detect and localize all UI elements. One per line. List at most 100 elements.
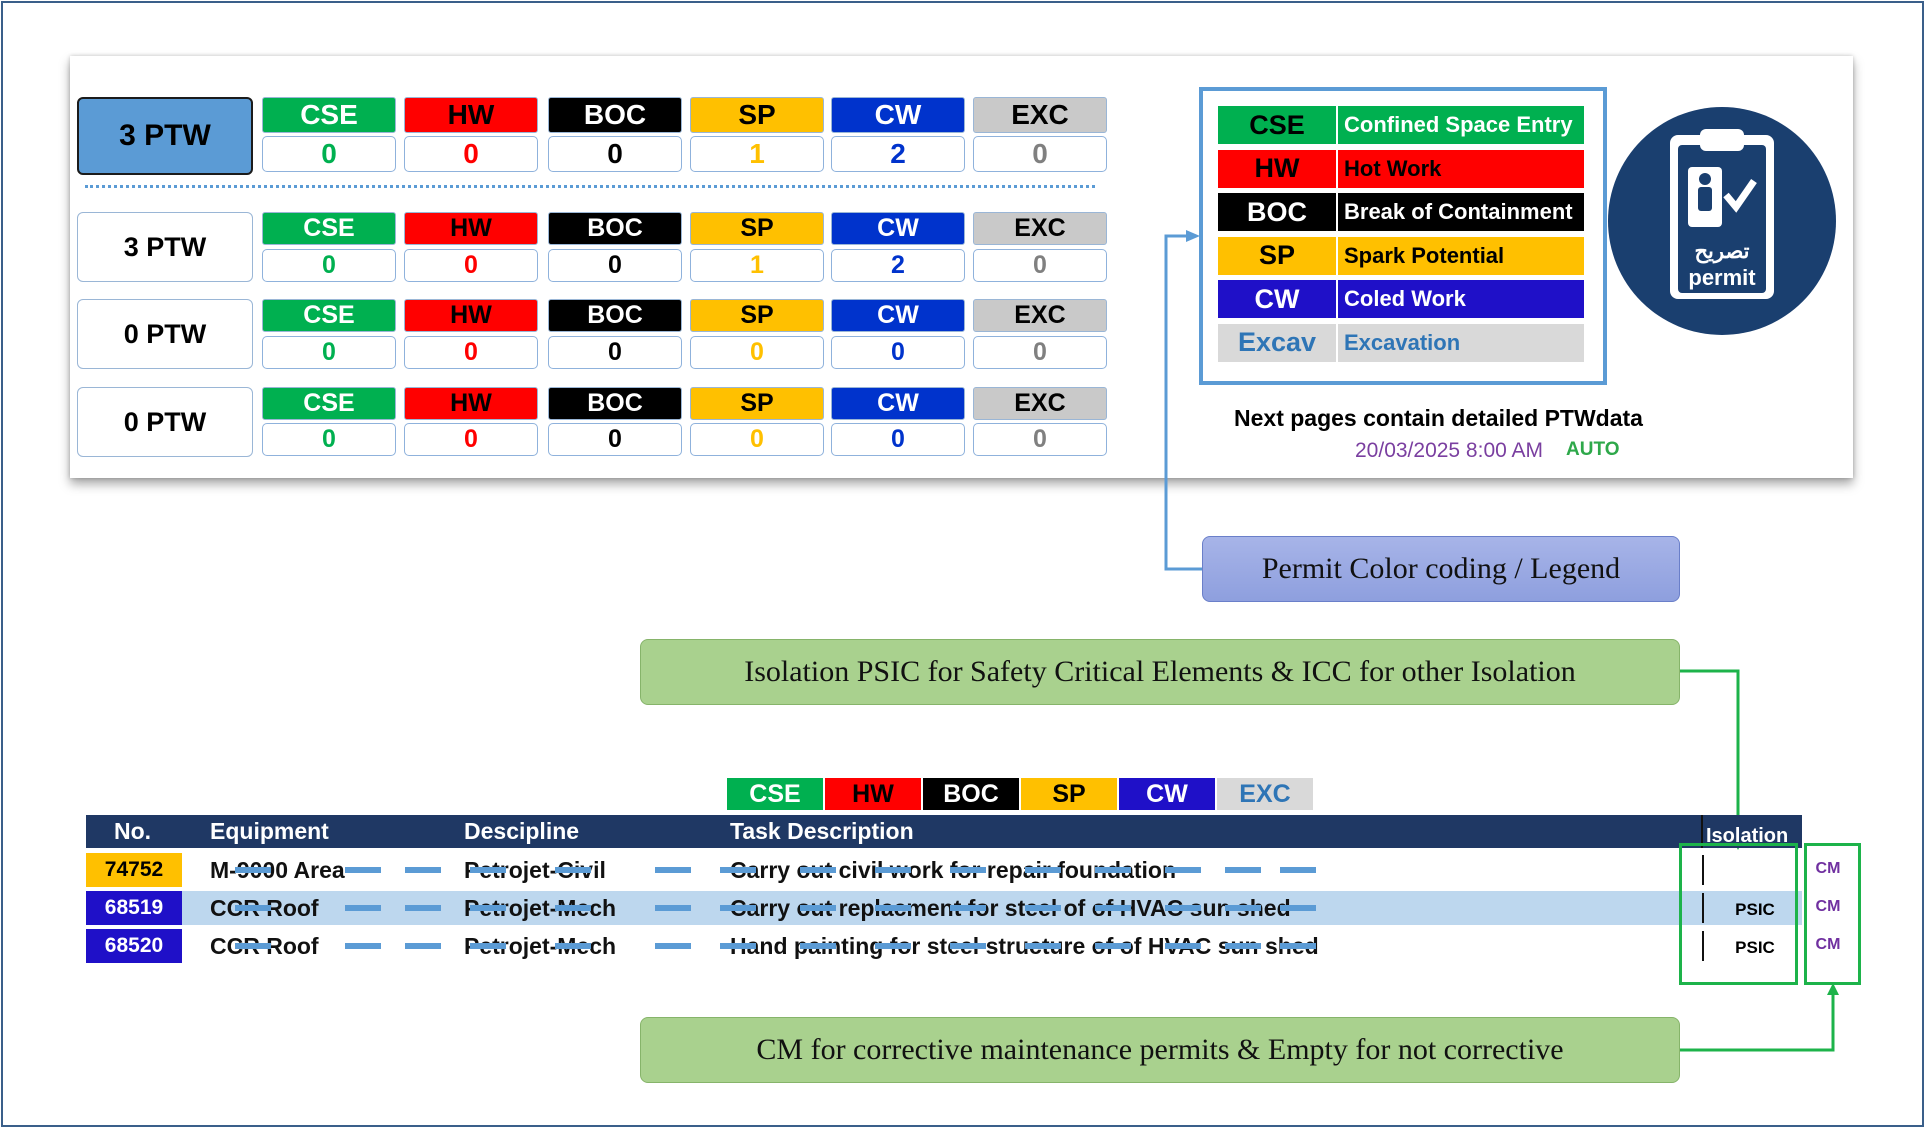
redaction-dash (1225, 943, 1261, 949)
legend-code: BOC (1217, 192, 1337, 232)
redaction-dash (1280, 867, 1316, 873)
permit-count-cse: 0 (262, 249, 396, 282)
permit-type-label-hw: HW (404, 387, 538, 420)
permit-count-boc: 0 (548, 136, 682, 172)
permit-count-exc: 0 (973, 249, 1107, 282)
report-datetime: 20/03/2025 8:00 AM (1355, 439, 1543, 462)
redaction-dash (1095, 905, 1131, 911)
redaction-dash (655, 905, 691, 911)
legend-name: Spark Potential (1337, 235, 1585, 276)
permit-type-label-cw: CW (831, 387, 965, 420)
permit-type-label-cse: CSE (262, 299, 396, 332)
ptw-count-box[interactable]: 3 PTW (77, 212, 253, 282)
permit-type-label-boc: BOC (548, 299, 682, 332)
redaction-dash (470, 943, 506, 949)
equipment-cell: M-9000 Area (210, 856, 345, 883)
permit-type-label-exc: EXC (973, 97, 1107, 133)
redaction-dash (555, 867, 591, 873)
redaction-dash (235, 867, 271, 873)
header-equipment: Equipment (210, 818, 329, 844)
redaction-dash (1165, 943, 1201, 949)
permit-type-label-hw: HW (404, 97, 538, 133)
mini-legend-hw: HW (825, 778, 921, 810)
redaction-dash (1165, 905, 1201, 911)
isolation-divider (1702, 893, 1704, 923)
permit-count-cw: 2 (831, 136, 965, 172)
permit-type-label-sp: SP (690, 299, 824, 332)
redaction-dash (470, 867, 506, 873)
redaction-dash (950, 867, 986, 873)
redaction-dash (1280, 943, 1316, 949)
permit-type-label-sp: SP (690, 387, 824, 420)
permit-type-label-cse: CSE (262, 97, 396, 133)
redaction-dash (1225, 905, 1261, 911)
permit-type-label-cw: CW (831, 97, 965, 133)
redaction-dash (950, 905, 986, 911)
badge-text: permit (1688, 265, 1756, 290)
legend-row: HW Hot Work (1217, 148, 1585, 189)
legend-code: CW (1217, 279, 1337, 319)
permit-type-label-hw: HW (404, 212, 538, 245)
legend-row: BOC Break of Containment (1217, 192, 1585, 232)
clipboard-icon (1670, 129, 1774, 299)
permit-count-boc: 0 (548, 336, 682, 369)
permit-type-label-boc: BOC (548, 212, 682, 245)
legend-name: Excavation (1337, 322, 1585, 363)
redaction-dash (1025, 905, 1061, 911)
legend-row: CSE Confined Space Entry (1217, 105, 1585, 145)
isolation-divider (1702, 931, 1704, 961)
redaction-dash (950, 943, 986, 949)
permit-count-boc: 0 (548, 423, 682, 456)
ptw-count-box[interactable]: 0 PTW (77, 387, 253, 457)
table-header (86, 815, 1802, 848)
mini-legend-cse: CSE (727, 778, 823, 810)
redaction-dash (235, 905, 271, 911)
isolation-highlight-box (1679, 843, 1798, 985)
ptw-count-box[interactable]: 3 PTW (77, 97, 253, 175)
legend-name: Confined Space Entry (1337, 105, 1585, 145)
permit-count-sp: 0 (690, 423, 824, 456)
legend-row: CW Coled Work (1217, 279, 1585, 319)
permit-type-label-exc: EXC (973, 387, 1107, 420)
permit-type-label-exc: EXC (973, 212, 1107, 245)
redaction-dash (555, 943, 591, 949)
permit-legend (1199, 87, 1607, 385)
permit-type-label-exc: EXC (973, 299, 1107, 332)
redaction-dash (720, 943, 756, 949)
mini-legend-exc: EXC (1217, 778, 1313, 810)
redaction-dash (1165, 867, 1201, 873)
isolation-value: PSIC (1735, 938, 1775, 957)
header-discipline: Descipline (464, 818, 580, 844)
divider (85, 185, 1095, 188)
redaction-dash (800, 905, 836, 911)
redaction-dash (655, 943, 691, 949)
ptw-count-box[interactable]: 0 PTW (77, 299, 253, 369)
redaction-dash (720, 867, 756, 873)
badge-arabic: تصريح (1694, 240, 1750, 263)
permit-type-label-cse: CSE (262, 212, 396, 245)
redaction-dash (405, 867, 441, 873)
permit-type-label-hw: HW (404, 299, 538, 332)
isolation-callout: Isolation PSIC for Safety Critical Eleme… (640, 639, 1680, 705)
permit-type-label-cse: CSE (262, 387, 396, 420)
legend-code: SP (1217, 235, 1337, 276)
redaction-dash (720, 905, 756, 911)
permit-type-label-cw: CW (831, 299, 965, 332)
redaction-dash (345, 867, 381, 873)
redaction-dash (235, 943, 271, 949)
redaction-dash (655, 867, 691, 873)
next-pages-note: Next pages contain detailed PTWdata (1234, 405, 1643, 431)
legend-name: Break of Containment (1337, 192, 1585, 232)
permit-count-hw: 0 (404, 336, 538, 369)
cm-highlight-box (1804, 843, 1861, 985)
redaction-dash (1095, 943, 1131, 949)
permit-count-cse: 0 (262, 423, 396, 456)
permit-count-exc: 0 (973, 336, 1107, 369)
header-task: Task Description (730, 818, 914, 844)
redaction-dash (1095, 867, 1131, 873)
mini-legend-boc: BOC (923, 778, 1019, 810)
permit-type-label-sp: SP (690, 97, 824, 133)
permit-count-sp: 1 (690, 249, 824, 282)
cm-flag: CM (1815, 936, 1841, 953)
header-no: No. (114, 818, 152, 844)
